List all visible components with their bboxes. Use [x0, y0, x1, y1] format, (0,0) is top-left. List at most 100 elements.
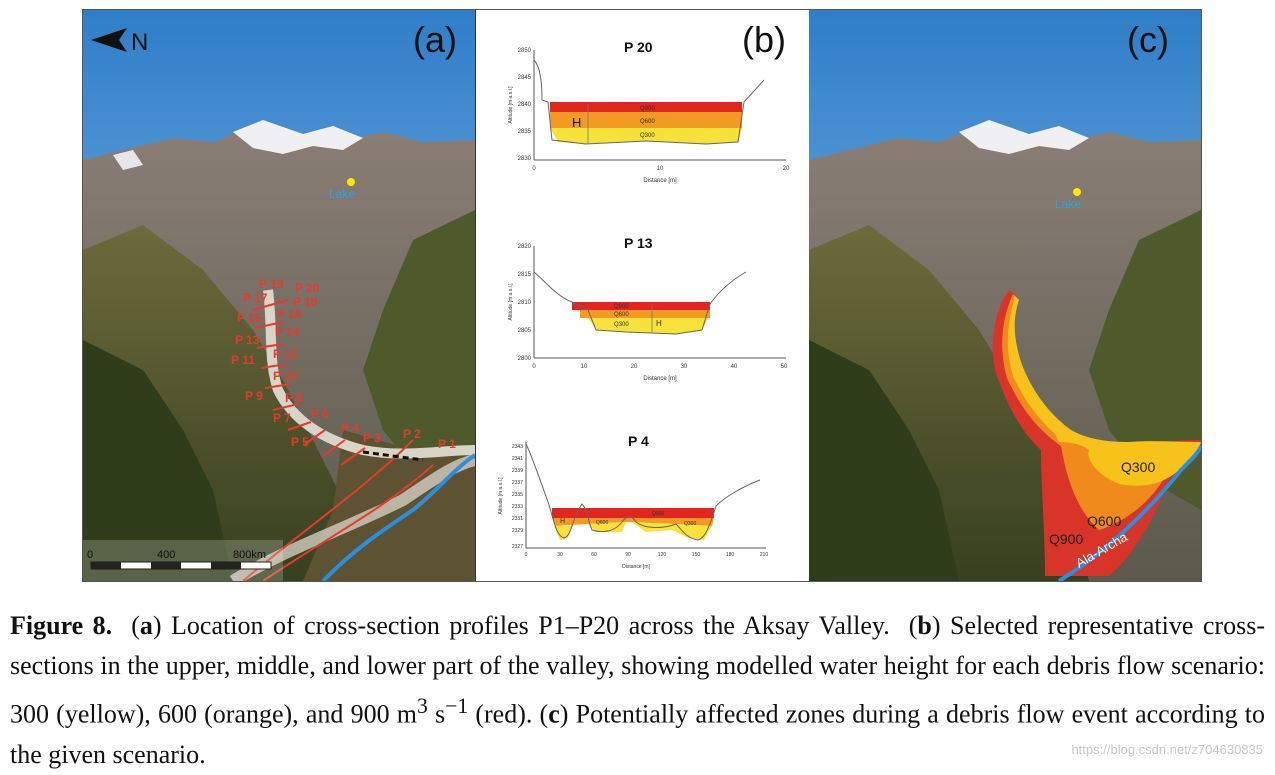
panel-b-label: (b) [742, 19, 786, 60]
profile-label: P 16 [277, 307, 302, 321]
xtick: 50 [781, 364, 788, 370]
panel-c-label: (c) [1127, 19, 1169, 60]
profile-label: P 10 [273, 369, 298, 383]
panel-c: (c) Lake Q300 Q600 Q900 Ala-Archa [809, 10, 1201, 581]
panel-a-image: 0 400 800km N (a) Lake P 19 P 20 P 17 P … [83, 10, 475, 581]
ytick: 2339 [512, 468, 523, 474]
lake-marker-icon [1073, 188, 1081, 196]
ytick: 2810 [518, 300, 532, 306]
profile-title: P 20 [624, 39, 653, 55]
ytick: 2327 [512, 544, 523, 550]
profile-title: P 4 [628, 433, 649, 449]
panel-c-image: (c) Lake Q300 Q600 Q900 Ala-Archa [809, 10, 1201, 581]
figure-frame: 0 400 800km N (a) Lake P 19 P 20 P 17 P … [82, 9, 1202, 582]
xtick: 10 [657, 166, 664, 172]
ytick: 2343 [512, 444, 523, 450]
profile-p20: P 20 2850 2845 2840 2835 2830 0 10 20 Di… [508, 39, 790, 184]
ylabel: Altitude [m a.s.l.] [498, 477, 504, 515]
profile-label: P 2 [403, 427, 421, 441]
profile-p4: P 4 2343 2341 2339 2337 2335 2333 2331 2… [498, 433, 768, 570]
zone-label-q300: Q300 [1121, 459, 1155, 475]
unit-exp-3: 3 [416, 694, 428, 718]
profile-title: P 13 [624, 235, 653, 251]
xtick: 90 [625, 552, 631, 558]
north-arrow-icon [91, 28, 127, 52]
caption-b-text: Selected representative cross-sections i… [10, 611, 1265, 729]
caption-b-tail: (red). [468, 699, 533, 729]
q-label: Q600 [640, 119, 655, 125]
profile-label: P 3 [363, 431, 381, 445]
h-label: H [560, 518, 565, 525]
q-label: Q600 [596, 520, 608, 526]
xtick: 30 [681, 364, 688, 370]
ylabel: Altitude [m a.s.l.] [508, 86, 514, 124]
q-label: Q900 [640, 106, 655, 112]
ytick: 2337 [512, 480, 523, 486]
caption-c-letter: c [548, 699, 560, 729]
ytick: 2805 [518, 328, 532, 334]
profile-label: P 11 [231, 353, 255, 367]
xtick: 0 [532, 364, 536, 370]
scale-tick-2: 800km [233, 549, 266, 561]
profile-label: P 15 [237, 311, 262, 325]
scale-tick-0: 0 [87, 549, 93, 561]
profile-label: P 8 [285, 391, 303, 405]
profile-label: P 1 [438, 437, 456, 451]
q-label: Q300 [684, 521, 696, 527]
scale-bar: 0 400 800km [87, 549, 272, 570]
profile-label: P 18 [293, 295, 318, 309]
caption-c-text: Potentially affected zones during a debr… [10, 699, 1265, 769]
xlabel: Distance [m] [643, 178, 677, 184]
xtick: 150 [692, 552, 701, 558]
panel-b-diagram: (b) P 20 2850 2845 2840 2835 2830 0 10 2… [498, 19, 790, 570]
xtick: 40 [731, 364, 738, 370]
ylabel: Altitude [m a.s.l.] [508, 283, 514, 321]
profile-label: P 20 [295, 281, 320, 295]
xlabel: Distance [m] [643, 376, 677, 382]
unit-exp-neg1: −1 [445, 694, 469, 718]
profile-label: P 14 [275, 325, 300, 339]
lake-label: Lake [329, 187, 355, 201]
ytick: 2335 [512, 492, 523, 498]
lake-label: Lake [1055, 197, 1081, 211]
ytick: 2830 [518, 156, 532, 162]
profile-label: P 13 [235, 333, 260, 347]
h-label: H [572, 115, 581, 130]
ytick: 2331 [512, 516, 523, 522]
ytick: 2835 [518, 129, 532, 135]
q-label: Q300 [640, 133, 655, 139]
ytick: 2815 [518, 272, 532, 278]
ytick: 2341 [512, 456, 523, 462]
q-label: Q900 [614, 304, 629, 310]
profile-label: P 4 [341, 421, 359, 435]
profile-label: P 12 [273, 347, 298, 361]
panel-b: (b) P 20 2850 2845 2840 2835 2830 0 10 2… [475, 10, 811, 581]
lake-marker-icon [347, 178, 355, 186]
xtick: 120 [658, 552, 667, 558]
panel-a-label: (a) [413, 19, 457, 60]
panel-a: 0 400 800km N (a) Lake P 19 P 20 P 17 P … [83, 10, 475, 581]
caption-b-letter: b [917, 611, 932, 640]
watermark: https://blog.csdn.net/z704630835 [1071, 742, 1263, 757]
profile-p13: P 13 2820 2815 2810 2805 2800 0 10 20 30… [508, 235, 788, 382]
scale-tick-1: 400 [157, 549, 175, 561]
xtick: 0 [525, 552, 528, 558]
ytick: 2820 [518, 244, 532, 250]
zone-label-q900: Q900 [1049, 531, 1083, 547]
ytick: 2845 [518, 75, 532, 81]
north-label: N [131, 29, 148, 56]
profile-label: P 19 [259, 277, 284, 291]
xlabel: Distance [m] [622, 564, 650, 570]
ytick: 2333 [512, 504, 523, 510]
xtick: 20 [631, 364, 638, 370]
xtick: 0 [532, 166, 536, 172]
ytick: 2329 [512, 528, 523, 534]
caption-a-letter: a [139, 611, 153, 640]
figure-label: Figure 8. [10, 611, 113, 640]
unit-s: s [427, 699, 446, 729]
profile-label: P 7 [273, 411, 291, 425]
profile-label: P 17 [243, 291, 268, 305]
zone-label-q600: Q600 [1087, 513, 1121, 529]
q-label: Q600 [614, 312, 629, 318]
profile-label: P 6 [311, 407, 329, 421]
